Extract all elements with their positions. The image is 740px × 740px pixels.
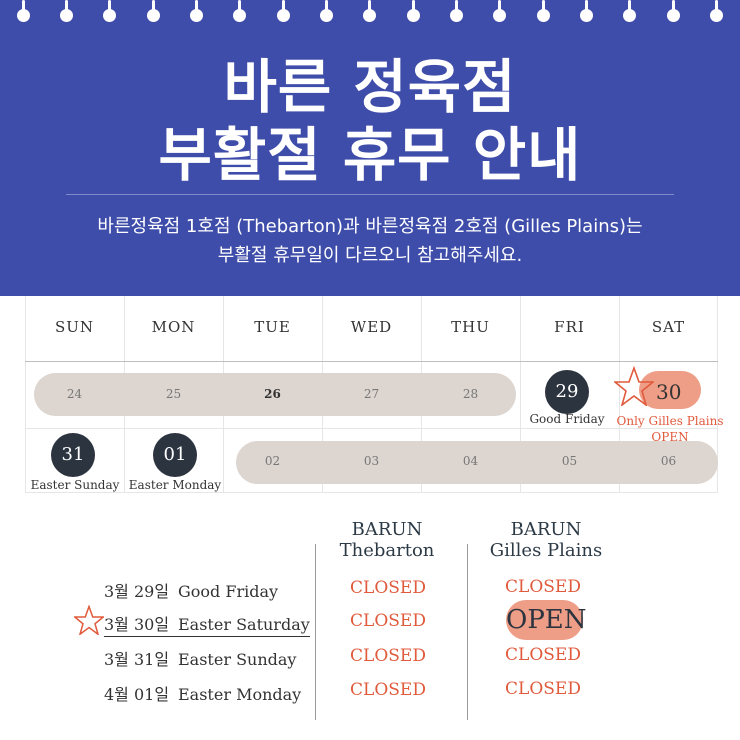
weekday-tue: TUE [254,318,291,336]
calendar-header-divider [25,361,718,362]
calendar-day: 04 [462,454,479,468]
binder-ring-icon [407,0,420,22]
binder-ring-icon [537,0,550,22]
binder-rings [0,0,740,30]
status-gilles: CLOSED [505,645,581,665]
column-divider [315,544,316,720]
star-outline-icon [74,605,104,635]
status-thebarton: CLOSED [350,578,426,598]
binder-ring-icon [450,0,463,22]
weekday-mon: MON [151,318,196,336]
calendar-day: 27 [363,387,380,401]
weekday-fri: FRI [554,318,585,336]
binder-ring-icon [147,0,160,22]
binder-ring-icon [667,0,680,22]
binder-ring-icon [60,0,73,22]
holiday-day-circle: 31 [51,433,95,477]
open-days-bar [236,441,718,484]
binder-ring-icon [363,0,376,22]
calendar-day: 02 [264,454,281,468]
status-thebarton: CLOSED [350,646,426,666]
binder-ring-icon [277,0,290,22]
binder-ring-icon [493,0,506,22]
binder-ring-icon [190,0,203,22]
highlight-day-pill [639,371,701,409]
status-thebarton: CLOSED [350,680,426,700]
page-title-line2: 부활절 휴무 안내 [158,121,582,189]
weekday-sat: SAT [651,318,686,336]
status-gilles: CLOSED [505,679,581,699]
calendar-day: 05 [561,454,578,468]
binder-ring-icon [320,0,333,22]
header-banner: 바른 정육점 부활절 휴무 안내 바른정육점 1호점 (Thebarton)과 … [0,0,740,296]
binder-ring-icon [710,0,723,22]
column-divider [467,544,468,720]
calendar-day: 24 [66,387,83,401]
weekday-wed: WED [350,318,393,336]
holiday-caption: Easter Sunday [30,478,120,492]
column-header-thebarton: BARUN Thebarton [339,519,435,561]
table-row-label: 3월 30일 Easter Saturday [104,611,310,637]
table-row-label: 4월 01일 Easter Monday [104,685,302,704]
column-header-gilles: BARUN Gilles Plains [489,519,603,561]
holiday-caption: Good Friday [529,412,605,426]
binder-ring-icon [623,0,636,22]
weekday-sun: SUN [54,318,95,336]
calendar-day: 25 [165,387,182,401]
calendar-day: 26 [264,387,281,401]
subtitle-line1: 바른정육점 1호점 (Thebarton)과 바른정육점 2호점 (Gilles… [97,216,643,237]
highlight-caption-line2: OPEN [651,430,689,444]
status-gilles-open: OPEN [506,600,587,640]
binder-ring-icon [233,0,246,22]
binder-ring-icon [580,0,593,22]
calendar-day: 06 [660,454,677,468]
highlight-day: 30 [656,380,682,404]
holiday-day-circle: 01 [153,433,197,477]
calendar-grid: SUN MON TUE WED THU FRI SAT 24 25 26 27 … [25,296,723,493]
table-row-label: 3월 29일 Good Friday [104,582,279,601]
binder-ring-icon [103,0,116,22]
holiday-caption: Easter Monday [128,478,222,492]
open-days-bar [34,373,516,416]
status-gilles: CLOSED [505,577,581,597]
calendar-day: 28 [462,387,479,401]
subtitle-line2: 부활절 휴무일이 다르오니 참고해주세요. [217,245,523,266]
binder-ring-icon [17,0,30,22]
holiday-day-circle: 29 [545,370,589,414]
calendar-day: 03 [363,454,380,468]
table-row-label: 3월 31일 Easter Sunday [104,650,297,669]
page-title-line1: 바른 정육점 [223,53,517,121]
highlight-caption-line1: Only Gilles Plains [616,414,724,428]
status-thebarton: CLOSED [350,611,426,631]
header-divider [66,194,674,195]
weekday-thu: THU [451,318,490,336]
star-outline-icon [614,366,654,406]
